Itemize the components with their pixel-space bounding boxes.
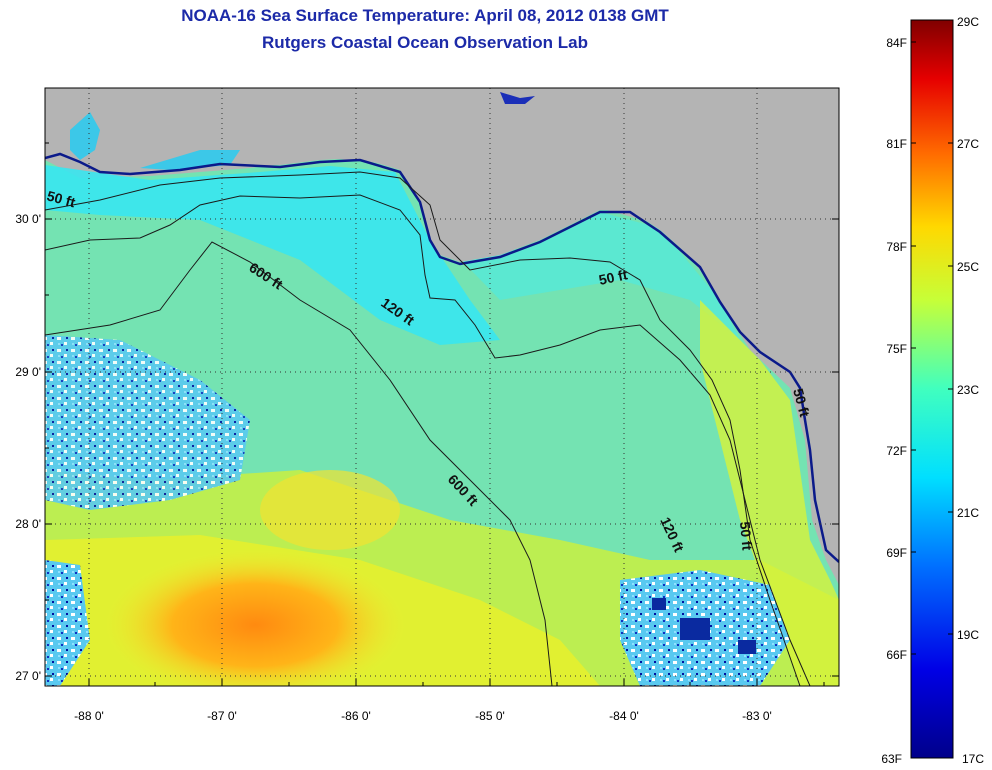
lon-label-83: -83 0' (742, 709, 772, 723)
lat-label-29: 29 0' (15, 365, 41, 379)
colorbar-label-17c: 17C (962, 752, 984, 766)
lon-label-86: -86 0' (341, 709, 371, 723)
colorbar-label-69f: 69F (886, 546, 907, 560)
colorbar-label-21c: 21C (957, 506, 979, 520)
lon-label-84: -84 0' (609, 709, 639, 723)
florida-peninsula-land (800, 385, 839, 560)
lat-label-27: 27 0' (15, 669, 41, 683)
lon-label-87: -87 0' (207, 709, 237, 723)
colorbar-label-75f: 75F (886, 342, 907, 356)
lon-label-88: -88 0' (74, 709, 104, 723)
lat-label-30: 30 0' (15, 212, 41, 226)
map-frame (44, 87, 840, 687)
depth-contours (45, 171, 811, 686)
contour-label-50ft-south: 50 ft (737, 521, 755, 551)
colorbar-ticks (911, 19, 953, 655)
contour-label-50ft-coast: 50 ft (790, 387, 813, 419)
colorbar-label-23c: 23C (957, 383, 979, 397)
sea-surface (45, 88, 839, 686)
colorbar-label-63f: 63F (881, 752, 902, 766)
colorbar-label-66f: 66F (886, 648, 907, 662)
colorbar-label-81f: 81F (886, 137, 907, 151)
colorbar-label-25c: 25C (957, 260, 979, 274)
contour-label-50ft-bigbend: 50 ft (597, 266, 629, 288)
contour-label-50ft-west: 50 ft (45, 187, 77, 210)
colorbar-label-19c: 19C (957, 628, 979, 642)
colorbar-label-27c: 27C (957, 137, 979, 151)
colorbar-label-29c: 29C (957, 15, 979, 29)
colorbar-label-78f: 78F (886, 240, 907, 254)
temperature-colorbar (910, 19, 954, 759)
frame-ticks (45, 142, 839, 686)
map-title: NOAA-16 Sea Surface Temperature: April 0… (181, 6, 669, 25)
florida-panhandle-land (45, 88, 839, 385)
colorbar-label-84f: 84F (886, 36, 907, 50)
lon-label-85: -85 0' (475, 709, 505, 723)
colorbar-label-72f: 72F (886, 444, 907, 458)
map-subtitle: Rutgers Coastal Ocean Observation Lab (262, 33, 588, 52)
lat-label-28: 28 0' (15, 517, 41, 531)
